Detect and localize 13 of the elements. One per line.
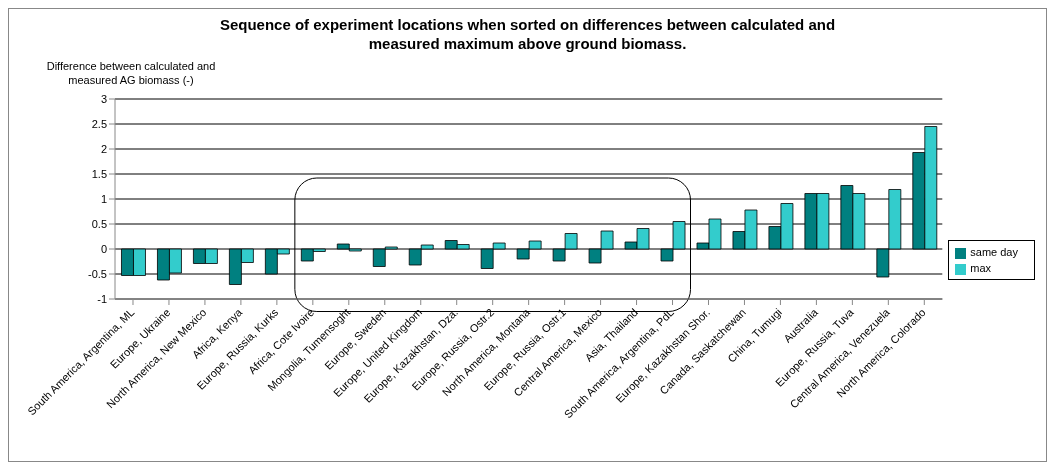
y-tick-label: 0.5: [91, 217, 107, 230]
legend-label: same day: [970, 246, 1018, 258]
y-tick-label: 0: [100, 242, 107, 255]
chart-title: Sequence of experiment locations when sorted on differences between calculated and measured maximum above ground biomass.: [218, 15, 837, 53]
y-tick-label: 3: [100, 92, 107, 105]
y-tick-label: 2: [100, 142, 107, 155]
legend-label: max: [970, 262, 992, 274]
y-tick-label: -1: [97, 292, 107, 305]
y-axis-title: Difference between calculated and measured AG biomass (-): [45, 59, 217, 87]
y-tick-label: 2.5: [91, 117, 107, 130]
y-tick-label: 1: [100, 192, 107, 205]
y-tick-label: 1.5: [91, 167, 107, 180]
y-tick-label: -0.5: [88, 267, 107, 280]
